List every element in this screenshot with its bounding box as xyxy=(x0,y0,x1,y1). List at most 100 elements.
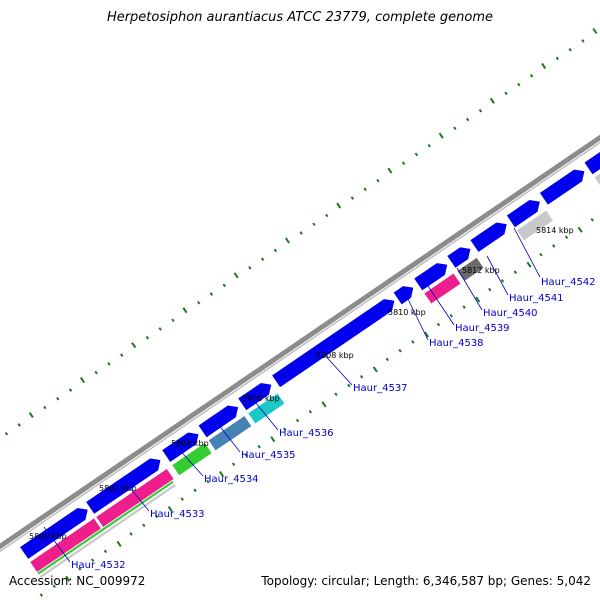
tick-label-5800: 5800 kbp xyxy=(29,532,67,541)
tick-label-5812: 5812 kbp xyxy=(462,266,500,275)
feature-green-4534 xyxy=(171,441,213,477)
genome-summary-text: Topology: circular; Length: 6,346,587 bp… xyxy=(261,574,591,588)
gene-track xyxy=(18,151,600,579)
inner-tick xyxy=(398,348,402,353)
inner-tick xyxy=(90,558,95,562)
outer-tick xyxy=(260,257,265,261)
outer-tick xyxy=(284,237,290,244)
outer-tick xyxy=(363,187,367,192)
inner-tick xyxy=(334,392,338,397)
outer-tick xyxy=(555,56,559,61)
map-title: Herpetosiphon aurantiacus ATCC 23779, co… xyxy=(106,10,494,25)
gene-label-haur-4535: Haur_4535 xyxy=(241,450,296,461)
outer-tick xyxy=(209,292,214,296)
gene-label-haur-4541: Haur_4541 xyxy=(509,293,564,304)
outer-tick xyxy=(120,353,124,357)
leader-line-4540 xyxy=(456,267,483,311)
outer-tick xyxy=(131,342,137,349)
outer-tick xyxy=(182,307,188,314)
outer-tick xyxy=(581,39,585,43)
feature-lightgray-4542 xyxy=(515,209,555,242)
gene-label-haur-4539: Haur_4539 xyxy=(455,323,510,334)
gene-arrow-haur-4538 xyxy=(392,285,415,306)
outer-tick xyxy=(17,423,21,427)
outer-tick xyxy=(529,74,534,78)
inner-tick xyxy=(193,488,197,493)
outer-tick xyxy=(56,396,60,401)
inner-tick xyxy=(526,261,532,268)
feature-darkgray-4540 xyxy=(456,256,485,283)
feature-steelblue-4535 xyxy=(207,414,253,452)
outer-tick xyxy=(196,300,201,305)
leader-line-4533 xyxy=(122,478,150,512)
gene-arrow-haur-4542 xyxy=(505,199,541,229)
outer-tick xyxy=(145,335,150,340)
outer-tick xyxy=(299,231,303,235)
inner-tick xyxy=(590,217,594,222)
tick-label-5808: 5808 kbp xyxy=(316,351,354,360)
gene-arrow-haur-4536 xyxy=(237,382,273,412)
outer-tick xyxy=(478,108,483,113)
outer-tick xyxy=(248,266,252,270)
outer-tick xyxy=(438,132,444,139)
outer-tick xyxy=(312,222,316,227)
outer-tick xyxy=(273,248,278,253)
inner-tick xyxy=(154,514,159,519)
inner-tick xyxy=(257,444,261,449)
gene-arrow-next-1 xyxy=(538,168,586,206)
inner-tick xyxy=(449,313,453,318)
outer-tick xyxy=(158,327,162,331)
inner-tick xyxy=(577,226,583,233)
gene-label-haur-4534: Haur_4534 xyxy=(204,474,259,485)
outer-tick xyxy=(387,167,393,174)
gene-arrow-haur-4534 xyxy=(161,431,200,464)
leader-line-4541 xyxy=(486,255,509,296)
inner-tick xyxy=(231,462,236,466)
outer-tick xyxy=(414,152,419,157)
outer-tick xyxy=(517,82,521,87)
outer-tick xyxy=(4,431,9,436)
outer-tick xyxy=(79,377,86,384)
gene-labels: Haur_4532 Haur_4533 Haur_4534 Haur_4535 … xyxy=(43,227,596,571)
feature-magenta-4539 xyxy=(423,272,462,305)
gene-arrow-haur-4533 xyxy=(85,457,162,515)
gene-arrow-haur-4540 xyxy=(446,246,472,269)
outer-tick xyxy=(336,202,342,209)
tick-label-5814: 5814 kbp xyxy=(536,226,574,235)
gene-label-haur-4542: Haur_4542 xyxy=(541,277,596,288)
tick-label-5802: 5802 kbp xyxy=(99,484,137,493)
inner-tick xyxy=(103,549,108,554)
tick-label-5804: 5804 kbp xyxy=(171,439,209,448)
inner-tick xyxy=(180,497,184,501)
gene-label-haur-4538: Haur_4538 xyxy=(429,338,484,349)
outer-tick xyxy=(453,126,457,131)
inner-tick xyxy=(500,279,505,283)
inner-tick xyxy=(411,340,415,344)
inner-tick xyxy=(552,244,556,248)
gene-label-haur-4537: Haur_4537 xyxy=(353,383,408,394)
inner-tick xyxy=(283,427,287,432)
backbone-shadow xyxy=(0,141,600,553)
outer-tick xyxy=(568,47,572,52)
inner-tick xyxy=(539,252,543,257)
inner-tick xyxy=(462,305,466,309)
inner-tick xyxy=(475,296,481,303)
inner-tick xyxy=(244,453,249,458)
leader-line-4536 xyxy=(250,396,279,431)
gene-label-haur-4532: Haur_4532 xyxy=(71,560,126,571)
leader-line-4537 xyxy=(321,351,353,386)
outer-tick xyxy=(350,196,355,200)
outer-tick xyxy=(171,318,175,323)
inner-tick xyxy=(436,322,441,327)
inner-tick xyxy=(385,357,389,362)
inner-tick xyxy=(167,505,173,513)
outer-tick xyxy=(489,97,495,104)
outer-scale-ticks xyxy=(4,27,598,436)
outer-tick xyxy=(401,161,406,165)
outer-tick xyxy=(94,370,98,375)
outer-tick xyxy=(465,117,470,122)
outer-tick xyxy=(28,411,34,419)
gene-arrow-haur-4539 xyxy=(413,262,449,292)
inner-tick xyxy=(359,375,364,379)
